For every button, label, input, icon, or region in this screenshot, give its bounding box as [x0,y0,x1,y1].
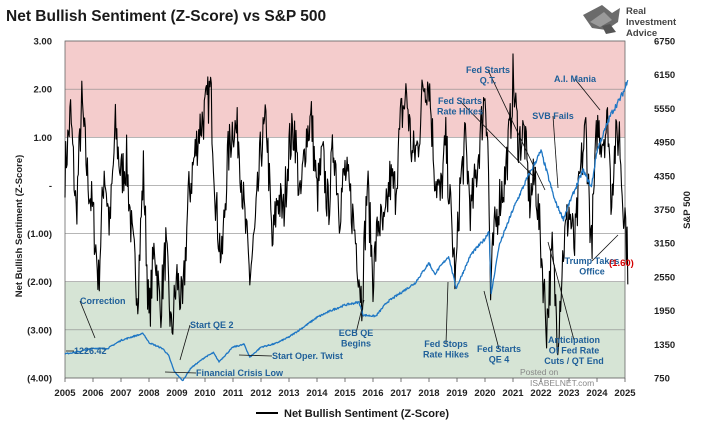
watermark-posted: Posted on [520,367,559,377]
logo-text-line1: Real [626,6,646,17]
legend: Net Bullish Sentiment (Z-Score) [256,408,449,420]
sentiment-line [64,53,629,356]
right-tick-label: 3150 [654,239,675,250]
left-tick-label: (2.00) [27,277,52,288]
last-value-label: (1.60) [609,258,634,269]
annotation-arrow [574,78,601,111]
annotation-arrow [487,69,546,191]
x-tick-label: 2024 [586,388,608,399]
left-axis-label: Net Bullish Sentiment (Z-Score) [14,155,25,298]
logo-text-line2: Investment [626,17,677,28]
x-tick-label: 2019 [446,388,467,399]
right-tick-label: 2550 [654,272,675,283]
annotation-label: Fed Stops Rate Hikes [423,339,469,360]
annotation-label: Trump Takes Office [565,256,620,277]
right-axis-ticks: 750 1350 1950 2550 3150 3750 4350 4950 5550 6150 6… [654,37,675,385]
x-tick-label: 2013 [278,388,299,399]
x-tick-label: 2005 [54,388,76,399]
left-tick-label: (1.00) [27,229,52,240]
right-tick-label: 4950 [654,138,675,149]
annotation-label: Fed Starts Rate Hikes [437,96,483,117]
x-tick-label: 2018 [418,388,439,399]
x-tick-label: 2007 [110,388,131,399]
annotation-arrow [483,290,500,350]
x-tick-label: 2012 [250,388,271,399]
left-axis-ticks: 3.00 2.00 1.00 - (1.00) (2.00) (3.00) (4.00) [27,37,52,385]
legend-label: Net Bullish Sentiment (Z-Score) [284,408,449,420]
annotation-arrow [355,299,365,334]
x-tick-label: 2014 [306,388,328,399]
x-tick-label: 2016 [362,388,383,399]
right-tick-label: 6150 [654,70,675,81]
annotation-arrow [164,371,197,374]
annotation-label: Financial Crisis Low [196,368,284,378]
logo-text-line3: Advice [626,28,657,39]
annotation-arrow [238,354,273,357]
annotation-label: Start Oper. Twist [272,351,343,361]
right-tick-label: 3750 [654,205,675,216]
chart-title: Net Bullish Sentiment (Z-Score) vs S&P 5… [6,8,326,25]
x-tick-label: 2017 [390,388,411,399]
left-tick-label: - [49,181,52,192]
x-tick-label: 2010 [194,388,215,399]
x-tick-label: 2008 [138,388,159,399]
annotation-arrow [445,281,449,345]
right-tick-label: 5550 [654,104,675,115]
right-tick-label: 1950 [654,306,675,317]
brand-logo: Real Investment Advice [583,5,677,39]
annotation-arrow [547,241,575,341]
x-tick-label: 2021 [502,388,524,399]
annotation-label: Start QE 2 [190,320,234,330]
x-tick-label: 2020 [474,388,495,399]
x-tick-label: 2006 [82,388,103,399]
annotation-label: A.I. Mania [554,74,597,84]
left-tick-label: (3.00) [27,325,52,336]
annotation-label: Anticipation Of Fed Rate Cuts / QT End [544,335,604,366]
annotation-arrow [179,324,191,361]
left-tick-label: 2.00 [34,85,53,96]
right-tick-label: 6750 [654,37,675,48]
right-axis-label: S&P 500 [682,191,693,229]
right-tick-label: 1350 [654,340,675,351]
x-tick-label: 2015 [334,388,356,399]
annotation-arrow [459,100,536,179]
annotation-arrow [552,115,559,189]
annotation-label: Correction [80,296,126,306]
x-tick-label: 2011 [223,388,244,399]
sp500-line [64,79,629,382]
eagle-logo-icon [583,5,620,34]
annotation-arrow [79,300,96,339]
x-tick-label: 2022 [530,388,551,399]
right-tick-label: 750 [654,374,670,385]
annotation-label: SVB Fails [532,111,574,121]
left-tick-label: 1.00 [34,133,53,144]
annotation-label: ECB QE Begins [339,328,374,349]
series-lines [64,53,629,382]
right-tick-label: 4350 [654,171,675,182]
x-tick-label: 2023 [558,388,579,399]
watermark-site: ISABELNET.com [530,378,594,388]
annotation-label: Fed Starts QE 4 [477,344,521,365]
x-tick-label: 2025 [614,388,636,399]
x-tick-label: 2009 [166,388,187,399]
annotation-arrow [591,234,619,262]
left-tick-label: (4.00) [27,374,52,385]
annotation-label: Fed Starts Q.T. [466,65,510,86]
x-axis-ticks: 2005 2006 2007 2008 2009 2010 2011 2012 2013 2014… [54,378,636,399]
left-tick-label: 3.00 [34,37,53,48]
annotations: Correction 1226.42 Start QE 2 Financial Cri… [66,65,619,378]
annotation-label: 1226.42 [74,346,107,356]
